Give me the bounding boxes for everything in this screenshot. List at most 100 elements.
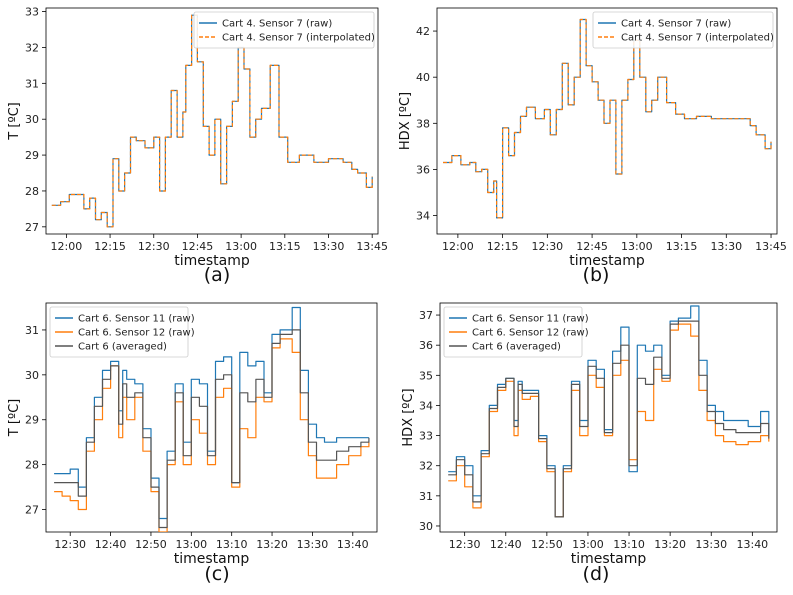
legend: Cart 6. Sensor 11 (raw) Cart 6. Sensor 12… bbox=[443, 306, 589, 358]
legend-box bbox=[443, 306, 583, 358]
legend-box bbox=[193, 11, 375, 49]
x-tick-label: 12:30 bbox=[54, 538, 86, 551]
legend: Cart 4. Sensor 7 (raw) Cart 4. Sensor 7 (… bbox=[592, 11, 774, 49]
x-tick-label: 13:10 bbox=[216, 538, 248, 551]
y-tick-label: 29 bbox=[25, 414, 39, 427]
x-tick-label: 12:50 bbox=[135, 538, 167, 551]
x-tick-label: 12:15 bbox=[487, 240, 519, 253]
series-line-1 bbox=[443, 18, 772, 219]
x-tick-label: 12:50 bbox=[531, 538, 563, 551]
x-tick-label: 13:40 bbox=[337, 538, 369, 551]
y-tick-label: 32 bbox=[419, 460, 433, 473]
y-tick-label: 27 bbox=[25, 221, 39, 234]
legend-label: Cart 4. Sensor 7 (interpolated) bbox=[222, 33, 375, 44]
x-tick-label: 13:15 bbox=[666, 240, 698, 253]
panel-caption: (c) bbox=[204, 563, 229, 585]
y-tick-label: 34 bbox=[419, 399, 433, 412]
x-tick-label: 13:00 bbox=[175, 538, 207, 551]
y-tick-label: 36 bbox=[416, 163, 430, 176]
y-tick-label: 34 bbox=[416, 210, 430, 223]
plot-frame bbox=[436, 7, 778, 235]
y-tick-label: 28 bbox=[25, 459, 39, 472]
x-tick-label: 12:30 bbox=[531, 240, 563, 253]
series-line-3 bbox=[448, 320, 770, 518]
x-axis-label: timestamp bbox=[174, 551, 250, 567]
y-axis-label: T [ºC] bbox=[7, 399, 22, 437]
x-tick-label: 13:00 bbox=[572, 538, 604, 551]
chart-panel-d: 12:30 12:40 12:50 13:00 13:10 13:20 13:30 13:40… bbox=[401, 302, 778, 585]
x-tick-label: 12:45 bbox=[576, 240, 608, 253]
series-line-2 bbox=[54, 338, 370, 532]
legend-label: Cart 6. Sensor 11 (raw) bbox=[472, 314, 589, 325]
legend-box bbox=[49, 306, 189, 358]
legend-label: Cart 6 (averaged) bbox=[78, 342, 167, 353]
x-tick-label: 13:30 bbox=[695, 538, 727, 551]
y-tick-label: 30 bbox=[25, 369, 39, 382]
y-tick-label: 31 bbox=[419, 490, 433, 503]
x-tick-label: 12:30 bbox=[449, 538, 481, 551]
x-tick-label: 13:30 bbox=[297, 538, 329, 551]
y-tick-label: 29 bbox=[25, 149, 39, 162]
series-line-2 bbox=[443, 18, 772, 219]
y-axis-label: HDX [ºC] bbox=[401, 388, 416, 446]
x-tick-label: 12:00 bbox=[51, 240, 83, 253]
legend-label: Cart 6 (averaged) bbox=[472, 342, 561, 353]
x-axis-label: timestamp bbox=[174, 253, 250, 269]
y-tick-label: 36 bbox=[419, 339, 433, 352]
x-tick-label: 13:15 bbox=[269, 240, 301, 253]
y-tick-label: 42 bbox=[416, 25, 430, 38]
series-group bbox=[448, 305, 770, 518]
y-tick-label: 40 bbox=[416, 71, 430, 84]
x-tick-label: 13:45 bbox=[356, 240, 388, 253]
chart-panel-c: 12:30 12:40 12:50 13:00 13:10 13:20 13:30 13:40… bbox=[7, 302, 378, 585]
x-tick-label: 13:45 bbox=[755, 240, 787, 253]
y-tick-label: 27 bbox=[25, 504, 39, 517]
legend-label: Cart 6. Sensor 11 (raw) bbox=[78, 314, 195, 325]
x-tick-label: 12:40 bbox=[490, 538, 522, 551]
legend-label: Cart 6. Sensor 12 (raw) bbox=[472, 328, 589, 339]
plot-frame bbox=[439, 302, 778, 533]
x-tick-label: 13:40 bbox=[736, 538, 768, 551]
x-axis-label: timestamp bbox=[569, 253, 645, 269]
x-tick-label: 13:30 bbox=[313, 240, 345, 253]
y-tick-label: 28 bbox=[25, 185, 39, 198]
y-tick-label: 33 bbox=[419, 430, 433, 443]
y-tick-label: 30 bbox=[25, 113, 39, 126]
x-tick-label: 13:10 bbox=[613, 538, 645, 551]
panel-caption: (d) bbox=[583, 563, 610, 585]
x-tick-label: 12:30 bbox=[138, 240, 170, 253]
x-tick-label: 13:20 bbox=[654, 538, 686, 551]
y-axis-label: T [ºC] bbox=[7, 102, 22, 140]
x-tick-label: 13:30 bbox=[710, 240, 742, 253]
legend: Cart 4. Sensor 7 (raw) Cart 4. Sensor 7 (… bbox=[193, 11, 375, 49]
y-tick-label: 32 bbox=[25, 41, 39, 54]
y-tick-label: 35 bbox=[419, 369, 433, 382]
x-tick-label: 12:15 bbox=[94, 240, 126, 253]
legend-label: Cart 4. Sensor 7 (interpolated) bbox=[621, 33, 774, 44]
y-tick-label: 31 bbox=[25, 324, 39, 337]
x-tick-label: 12:00 bbox=[442, 240, 474, 253]
y-tick-label: 31 bbox=[25, 77, 39, 90]
series-group bbox=[54, 306, 370, 532]
legend: Cart 6. Sensor 11 (raw) Cart 6. Sensor 12… bbox=[49, 306, 195, 358]
x-tick-label: 13:00 bbox=[225, 240, 257, 253]
series-group bbox=[443, 18, 772, 219]
plot-frame bbox=[45, 302, 378, 533]
chart-panel-b: 12:00 12:15 12:30 12:45 13:00 13:15 13:30 13:45… bbox=[398, 7, 787, 286]
legend-label: Cart 6. Sensor 12 (raw) bbox=[78, 328, 195, 339]
plot-frame bbox=[45, 7, 379, 235]
legend-label: Cart 4. Sensor 7 (raw) bbox=[222, 19, 332, 30]
y-axis-label: HDX [ºC] bbox=[398, 92, 413, 150]
series-line-3 bbox=[54, 329, 370, 529]
y-tick-label: 37 bbox=[419, 309, 433, 322]
y-tick-label: 33 bbox=[25, 6, 39, 19]
legend-label: Cart 4. Sensor 7 (raw) bbox=[621, 19, 731, 30]
x-tick-label: 13:20 bbox=[256, 538, 288, 551]
x-tick-label: 13:00 bbox=[621, 240, 653, 253]
x-axis-label: timestamp bbox=[571, 551, 647, 567]
y-tick-label: 38 bbox=[416, 117, 430, 130]
chart-panel-a: 12:00 12:15 12:30 12:45 13:00 13:15 13:30 13:45… bbox=[7, 6, 388, 286]
legend-box bbox=[592, 11, 774, 49]
y-tick-label: 30 bbox=[419, 520, 433, 533]
